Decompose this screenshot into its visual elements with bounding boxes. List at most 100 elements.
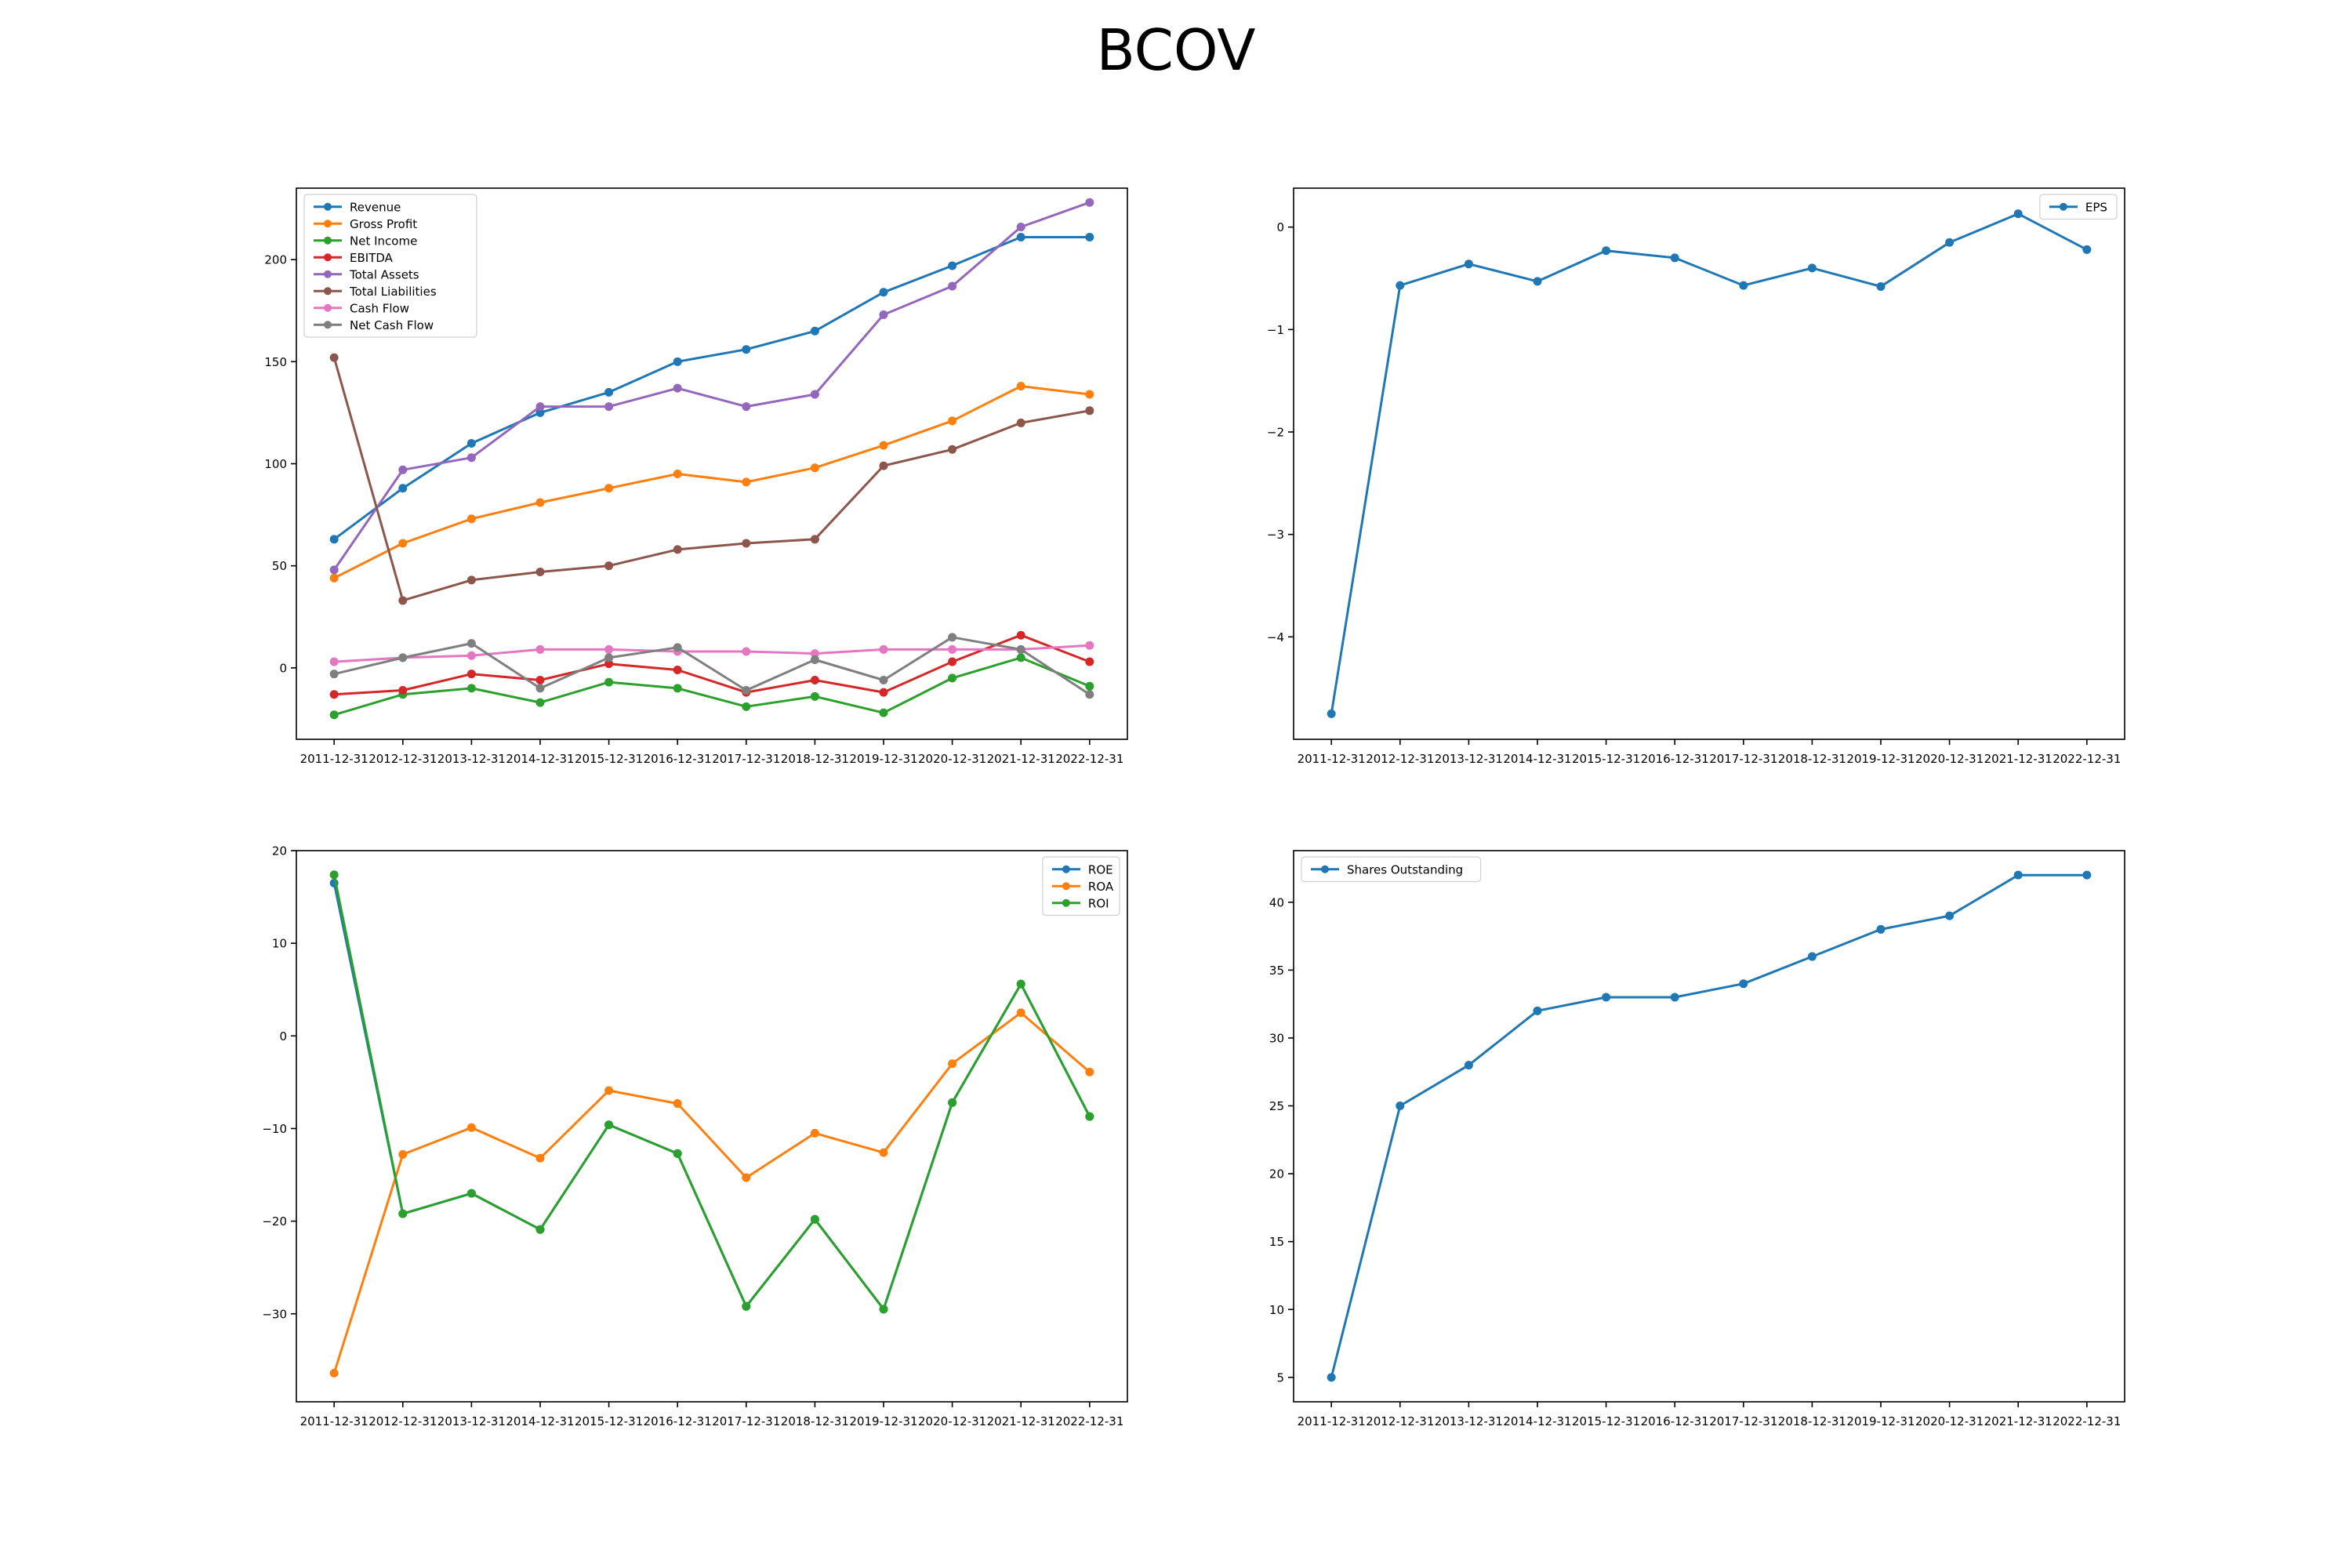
- y-tick-label: −30: [262, 1307, 287, 1321]
- x-tick-label: 2016-12-31: [644, 1414, 712, 1428]
- data-point: [742, 1301, 751, 1311]
- data-point: [1945, 911, 1955, 920]
- data-point: [2013, 870, 2023, 880]
- data-point: [1085, 406, 1094, 416]
- data-point: [2013, 209, 2023, 219]
- x-tick-label: 2017-12-31: [1709, 752, 1777, 766]
- data-point: [1085, 232, 1094, 241]
- data-point: [879, 644, 888, 654]
- y-tick-label: 0: [279, 1029, 287, 1044]
- series-line: [333, 385, 1090, 579]
- legend-label: ROE: [1088, 862, 1113, 877]
- legend-label: Cash Flow: [350, 301, 409, 315]
- legend-box: [303, 194, 477, 338]
- data-point: [466, 1189, 476, 1198]
- legend: Shares Outstanding: [1301, 856, 1482, 883]
- data-point: [879, 1148, 888, 1157]
- data-point: [466, 514, 476, 524]
- chart-panel-2: 2011-12-31 2012-12-31 2013-12-31 2014-12-31…: [1267, 187, 2125, 766]
- x-tick-label: 2018-12-31: [781, 1414, 849, 1428]
- x-tick-label: 2022-12-31: [1055, 1414, 1123, 1428]
- y-tick-label: 0: [1276, 220, 1284, 234]
- data-point: [604, 561, 614, 571]
- data-point: [879, 461, 888, 470]
- series-line: [1330, 212, 2088, 714]
- plot-frame: [296, 850, 1128, 1403]
- data-point: [1085, 1067, 1094, 1076]
- data-point: [1085, 681, 1094, 691]
- data-point: [810, 390, 819, 399]
- data-point: [1945, 238, 1955, 247]
- legend: EPS: [2039, 194, 2118, 220]
- legend-marker: [324, 202, 332, 211]
- legend-marker: [1321, 865, 1329, 873]
- data-point: [742, 1173, 751, 1182]
- legend-label: EBITDA: [350, 251, 394, 265]
- series-line: [1330, 873, 2087, 1378]
- data-point: [948, 445, 957, 454]
- data-point: [1739, 979, 1748, 989]
- y-tick-label: 150: [264, 355, 287, 369]
- data-point: [810, 535, 819, 544]
- x-tick-label: 2015-12-31: [1572, 1414, 1640, 1428]
- data-point: [535, 402, 545, 412]
- x-tick-label: 2020-12-31: [918, 1414, 986, 1428]
- y-tick-label: 20: [1269, 1167, 1284, 1181]
- data-point: [742, 402, 751, 412]
- y-tick-label: 10: [1269, 1303, 1284, 1317]
- y-tick-label: −10: [262, 1122, 287, 1136]
- data-point: [810, 463, 819, 473]
- data-point: [1533, 277, 1542, 286]
- data-point: [1016, 653, 1025, 662]
- x-tick-label: 2012-12-31: [1366, 1414, 1434, 1428]
- x-tick-label: 2020-12-31: [1915, 1414, 1984, 1428]
- data-point: [466, 438, 476, 448]
- legend-marker: [324, 321, 332, 329]
- data-point: [2082, 870, 2092, 880]
- y-tick-label: −3: [1267, 528, 1284, 542]
- data-point: [466, 639, 476, 648]
- data-point: [1464, 1061, 1473, 1070]
- data-point: [948, 644, 957, 654]
- data-point: [329, 573, 339, 583]
- data-point: [879, 441, 888, 450]
- x-tick-label: 2021-12-31: [1984, 1414, 2053, 1428]
- data-point: [879, 1305, 888, 1314]
- chart-panel-1: 2011-12-31 2012-12-31 2013-12-31 2014-12-31…: [264, 187, 1128, 766]
- series-line: [332, 874, 1091, 1311]
- data-point: [1807, 263, 1817, 273]
- data-point: [1464, 260, 1473, 269]
- data-point: [1016, 644, 1025, 654]
- y-tick-label: −1: [1267, 323, 1284, 337]
- data-point: [948, 633, 957, 642]
- legend-label: ROI: [1088, 896, 1109, 910]
- data-point: [466, 453, 476, 463]
- data-point: [742, 702, 751, 711]
- data-point: [329, 710, 339, 720]
- y-tick-label: 35: [1269, 964, 1284, 978]
- data-point: [810, 691, 819, 701]
- data-point: [1739, 281, 1748, 290]
- x-tick-label: 2011-12-31: [300, 1414, 368, 1428]
- data-point: [329, 535, 339, 544]
- y-tick-label: 50: [272, 559, 287, 573]
- data-point: [810, 1128, 819, 1138]
- y-tick-label: 15: [1269, 1235, 1284, 1249]
- data-point: [810, 326, 819, 336]
- x-tick-label: 2022-12-31: [2053, 752, 2121, 766]
- data-point: [604, 1120, 614, 1130]
- x-tick-label: 2019-12-31: [1846, 1414, 1915, 1428]
- series-line: [332, 357, 1091, 602]
- x-tick-label: 2020-12-31: [918, 752, 986, 766]
- x-tick-label: 2012-12-31: [368, 1414, 437, 1428]
- data-point: [673, 665, 682, 674]
- data-point: [1396, 281, 1405, 290]
- x-tick-label: 2017-12-31: [1709, 1414, 1777, 1428]
- y-tick-label: 30: [1269, 1031, 1284, 1045]
- data-point: [948, 1059, 957, 1069]
- y-tick-label: 25: [1269, 1099, 1284, 1113]
- data-point: [879, 708, 888, 717]
- legend-marker: [324, 236, 332, 245]
- y-tick-label: −4: [1267, 630, 1284, 644]
- x-tick-label: 2019-12-31: [849, 1414, 917, 1428]
